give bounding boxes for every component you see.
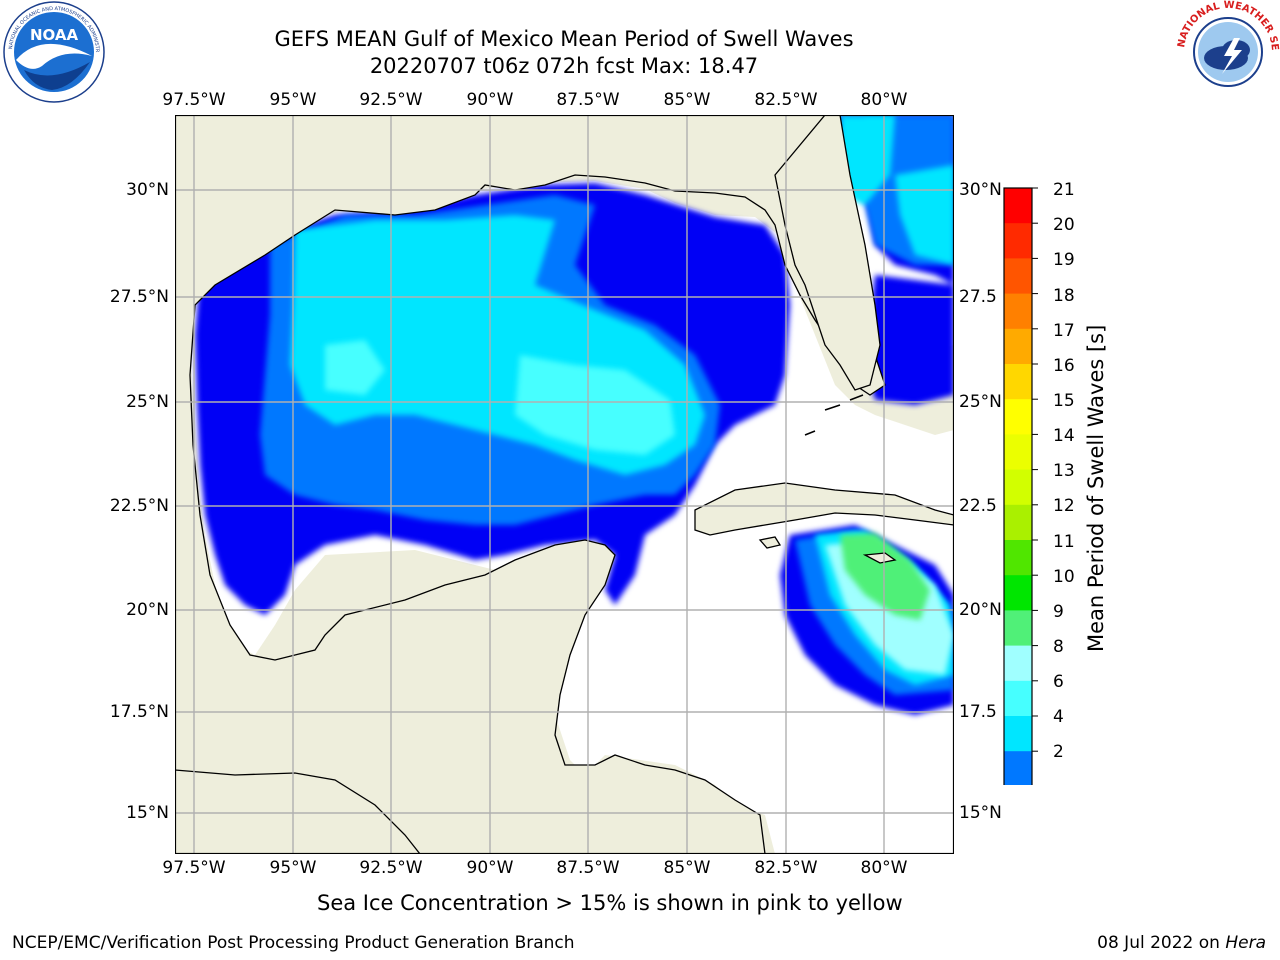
lat-label: 17.5 [959,702,997,722]
lat-label: 25°N [959,392,1002,412]
lat-label: 15°N [959,803,1002,823]
lat-label: 17.5°N [109,702,169,722]
lon-label: 82.5°W [754,90,818,110]
lon-label: 85°W [663,858,711,878]
colorbar-bin [1004,645,1032,682]
colorbar-bin [1004,188,1032,224]
lon-label: 97.5°W [162,858,226,878]
colorbar-tick: 10 [1053,567,1075,587]
colorbar-bin [1004,610,1032,647]
colorbar-tick: 4 [1053,707,1064,727]
colorbar-bin [1004,364,1032,400]
jamaica [862,552,897,564]
lon-label: 97.5°W [162,90,226,110]
colorbar-tick: 19 [1053,250,1075,270]
colorbar [1000,185,1048,816]
footer-date: 08 Jul 2022 on Hera [1097,933,1266,953]
florida [774,115,881,391]
lat-label: 30°N [959,180,1002,200]
colorbar-tick: 18 [1053,286,1075,306]
colorbar-bin [1004,680,1032,717]
lon-label: 87.5°W [556,90,620,110]
lon-label: 92.5°W [359,858,423,878]
lat-label: 15°N [126,803,169,823]
us-coast [175,115,886,854]
colorbar-tick: 16 [1053,356,1075,376]
noaa-logo-text: NOAA [30,26,79,44]
lon-label: 82.5°W [754,858,818,878]
lat-label: 25°N [126,392,169,412]
chart-title: GEFS MEAN Gulf of Mexico Mean Period of … [274,27,854,51]
colorbar-bin [1004,469,1032,506]
colorbar-tick: 6 [1053,672,1064,692]
lat-label: 22.5 [959,496,997,516]
sea-ice-note: Sea Ice Concentration > 15% is shown in … [317,891,903,915]
colorbar-label: Mean Period of Swell Waves [s] [1084,324,1108,652]
footer-machine: Hera [1225,933,1266,953]
colorbar-tick: 2 [1053,742,1064,762]
colorbar-tick: 17 [1053,321,1075,341]
land-overlay [175,115,954,854]
colorbar-bin [1004,434,1032,471]
keys [804,394,864,436]
colorbar-bin [1004,716,1032,752]
field-10s-carib [840,533,930,620]
lat-label: 27.5°N [109,287,169,307]
colorbar-tick: 9 [1053,602,1064,622]
isla-juventud [758,536,782,549]
field-6s-atl [840,115,895,205]
colorbar-bin [1004,293,1032,330]
lon-label: 80°W [860,90,908,110]
colorbar-bin [1004,751,1032,787]
nws-logo: NATIONAL WEATHER SERVICE [1172,0,1280,104]
footer-date-text: 08 Jul 2022 on [1097,933,1226,953]
colorbar-bin [1004,399,1032,435]
chart-subtitle: 20220707 t06z 072h fcst Max: 18.47 [369,54,759,78]
field-2s-atl2 [865,275,954,405]
colorbar-bin [1004,328,1032,365]
cuba [694,482,954,536]
colorbar-bin [1004,540,1032,576]
noaa-logo: NOAA NATIONAL OCEANIC AND ATMOSPHERIC AD… [0,0,106,104]
colorbar-tick: 20 [1053,215,1075,235]
colorbar-bin [1004,258,1032,295]
lon-label: 87.5°W [556,858,620,878]
lat-label: 27.5 [959,287,997,307]
colorbar-tick: 12 [1053,496,1075,516]
lat-label: 30°N [126,180,169,200]
footer-credit: NCEP/EMC/Verification Post Processing Pr… [12,933,575,953]
lon-label: 92.5°W [359,90,423,110]
colorbar-tick: 15 [1053,391,1075,411]
colorbar-bin [1004,504,1032,541]
lon-label: 90°W [466,858,514,878]
colorbar-tick: 14 [1053,426,1075,446]
field-8s-gulf2 [325,340,385,395]
gridlines [175,115,954,854]
lon-label: 80°W [860,858,908,878]
colorbar-tick: 8 [1053,637,1064,657]
map-panel [175,115,954,854]
lon-label: 85°W [663,90,711,110]
colorbar-bin [1004,575,1032,611]
colorbar-tick: 11 [1053,532,1075,552]
lon-label: 95°W [269,858,317,878]
lat-label: 20°N [959,600,1002,620]
colorbar-tick: 21 [1053,180,1075,200]
map-frame [175,115,954,854]
lat-label: 20°N [126,600,169,620]
lon-label: 95°W [269,90,317,110]
lat-label: 22.5°N [109,496,169,516]
lon-label: 90°W [466,90,514,110]
colorbar-bin [1004,223,1032,259]
field-8s-gulf [515,355,675,455]
colorbar-tick: 13 [1053,461,1075,481]
